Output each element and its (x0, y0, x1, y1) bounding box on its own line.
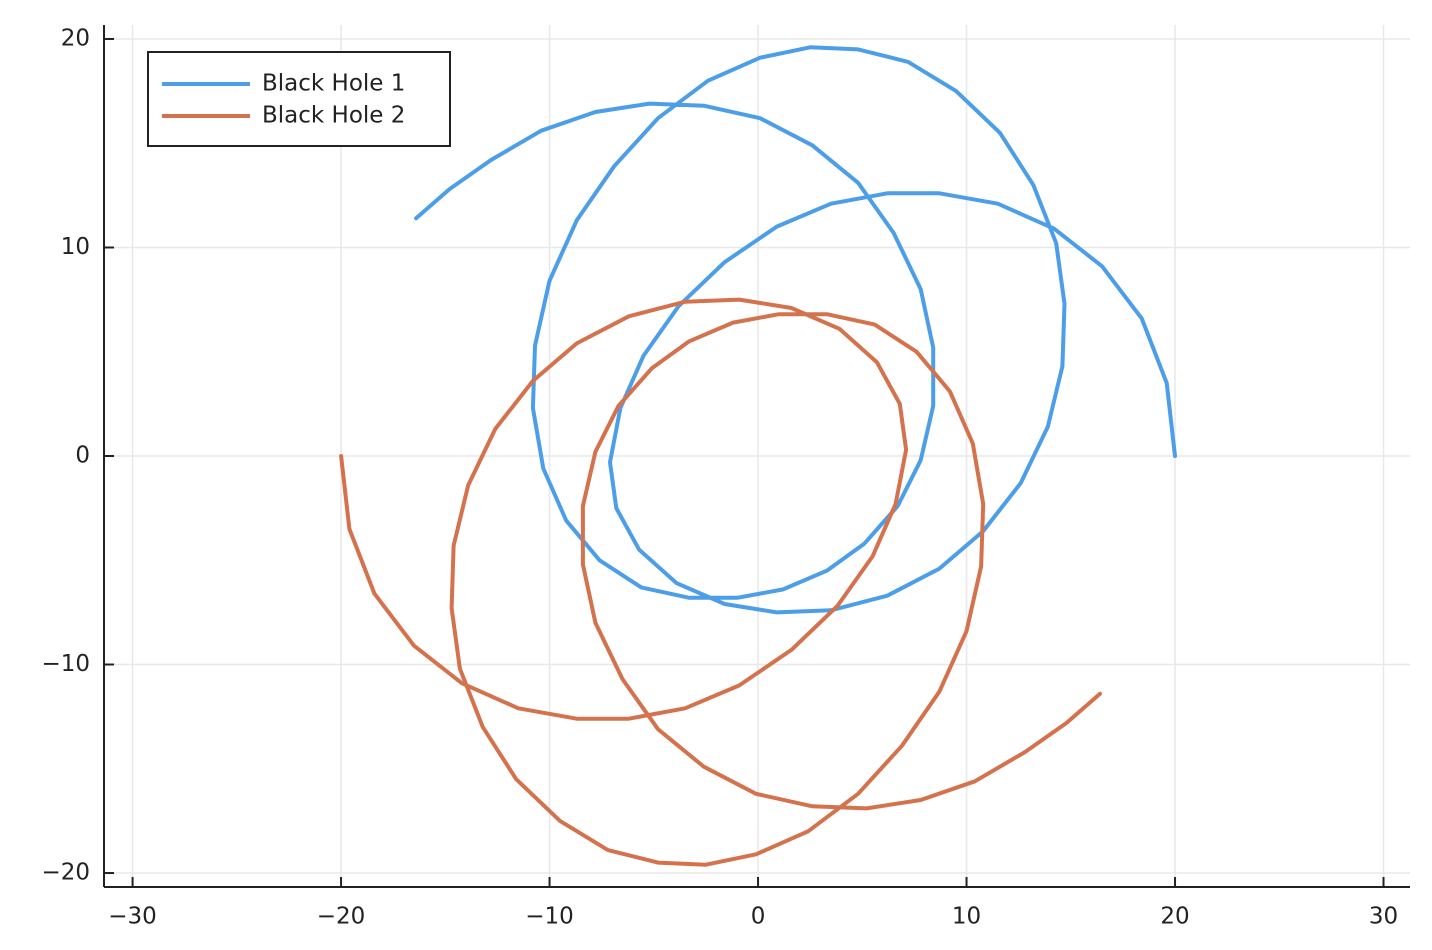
y-tick-label: −10 (41, 651, 90, 677)
x-tick-label: −30 (108, 904, 157, 930)
legend-box (147, 51, 451, 147)
x-tick-label: 20 (1160, 904, 1189, 930)
x-tick-label: 30 (1369, 904, 1398, 930)
series-line (339, 297, 1102, 867)
x-tick-label: 10 (952, 904, 981, 930)
y-tick-label: −20 (41, 860, 90, 886)
series-line (414, 45, 1177, 615)
x-tick-label: −20 (317, 904, 366, 930)
x-tick-label: −10 (525, 904, 574, 930)
y-tick-label: 0 (75, 443, 90, 469)
y-tick-label: 10 (61, 234, 90, 260)
y-tick-label: 20 (61, 25, 90, 51)
legend-label: Black Hole 1 (262, 71, 405, 97)
legend-label: Black Hole 2 (262, 103, 405, 129)
x-tick-label: 0 (751, 904, 766, 930)
